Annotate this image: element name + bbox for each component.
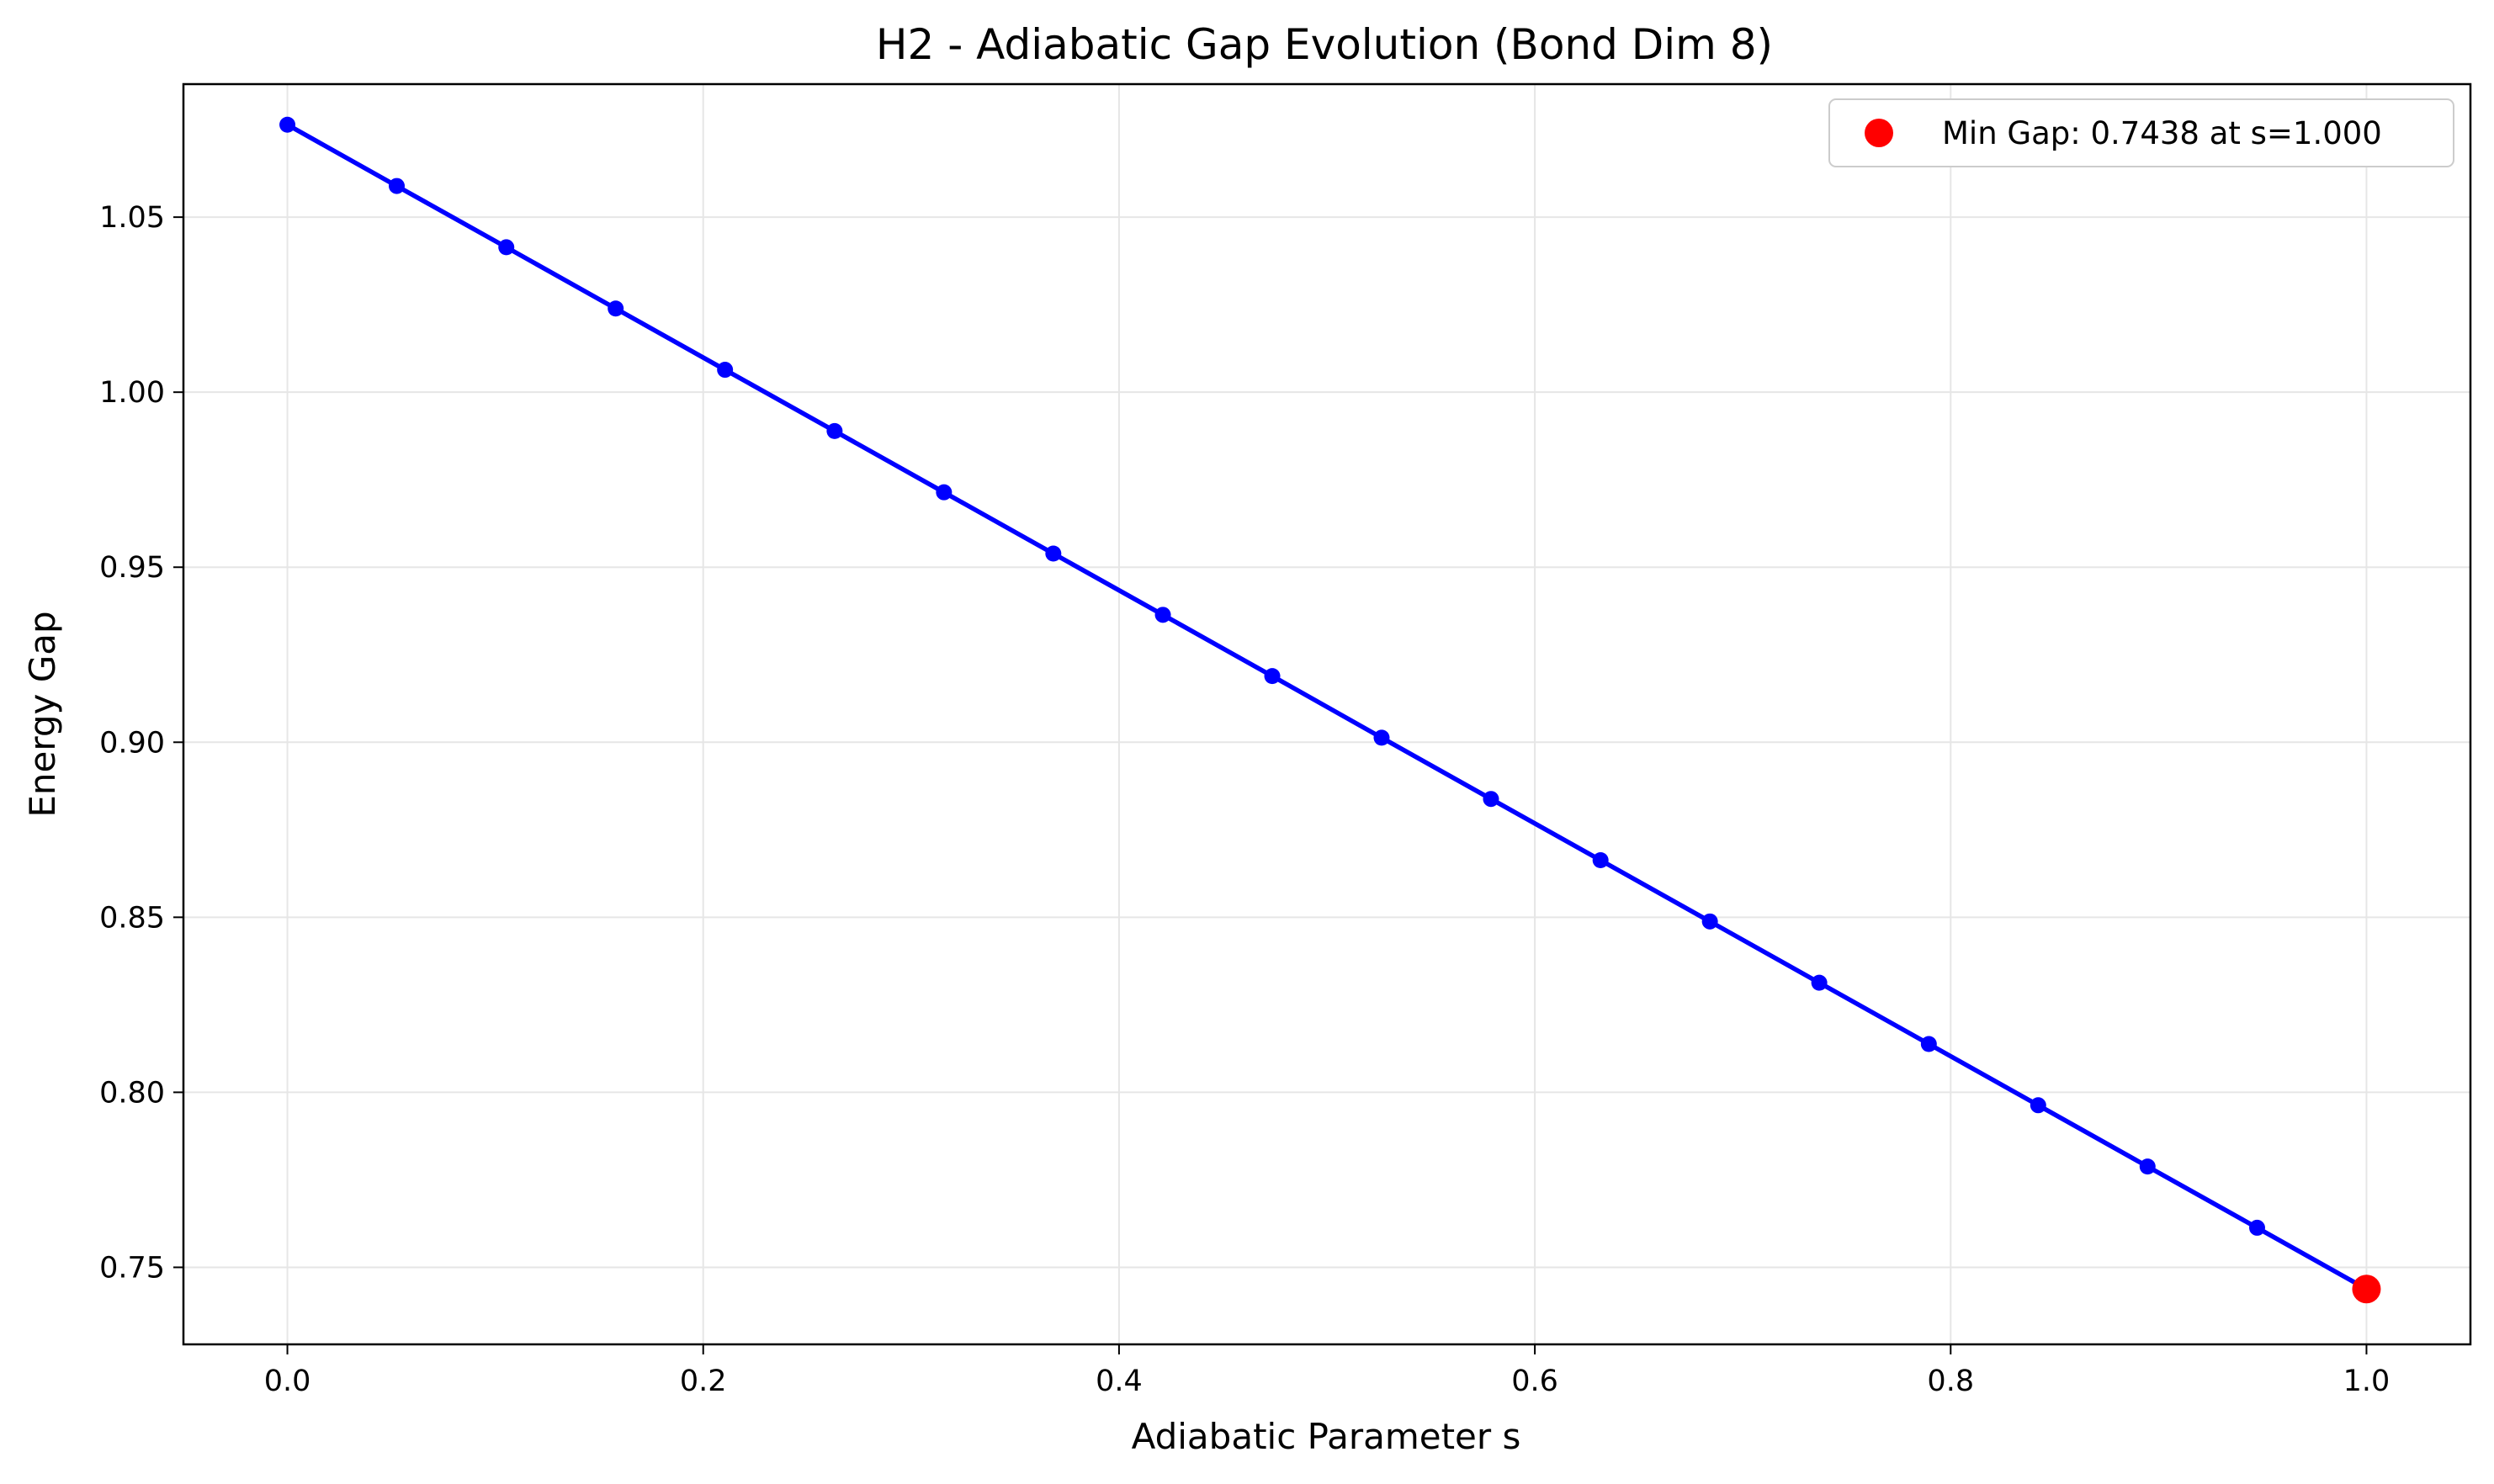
series-line <box>286 122 2368 1291</box>
data-point <box>2248 1219 2265 1236</box>
y-tick-label: 0.85 <box>99 901 165 935</box>
y-axis-label: Energy Gap <box>22 611 63 817</box>
x-tick-label: 0.6 <box>1511 1365 1558 1398</box>
data-point <box>279 116 296 133</box>
y-tick-label: 0.80 <box>99 1076 165 1110</box>
x-axis-ticks: 0.0 0.2 0.4 0.6 0.8 1.0 <box>264 1344 2391 1398</box>
y-tick-label: 0.95 <box>99 551 165 585</box>
legend-marker-min-gap <box>1865 119 1893 147</box>
data-point <box>826 422 843 439</box>
data-point <box>717 362 734 379</box>
y-tick-label: 1.05 <box>99 201 165 235</box>
data-point <box>2139 1158 2156 1175</box>
data-point <box>1045 545 1062 562</box>
y-tick-label: 0.75 <box>99 1251 165 1285</box>
legend-box <box>1828 98 2454 167</box>
data-point <box>1920 1036 1937 1052</box>
x-tick-label: 0.8 <box>1927 1365 1974 1398</box>
data-point <box>1483 791 1499 808</box>
legend-label-min-gap: Min Gap: 0.7438 at s=1.000 <box>1942 115 2382 151</box>
min-gap-marker <box>2352 1275 2381 1304</box>
x-tick-label: 0.4 <box>1096 1365 1143 1398</box>
data-point <box>1264 668 1281 685</box>
data-point <box>1154 607 1171 623</box>
data-point <box>389 178 406 194</box>
data-point <box>1811 974 1828 991</box>
data-point <box>498 239 515 256</box>
x-tick-label: 0.2 <box>680 1365 727 1398</box>
plot-area-frame <box>182 82 2472 1346</box>
y-axis-ticks: 0.75 0.80 0.85 0.90 0.95 1.00 1.05 <box>99 201 183 1285</box>
x-tick-label: 0.0 <box>264 1365 311 1398</box>
x-axis-label: Adiabatic Parameter s <box>1132 1416 1521 1457</box>
legend: Min Gap: 0.7438 at s=1.000 <box>1828 98 2454 167</box>
data-point <box>1701 913 1718 930</box>
data-point <box>1592 852 1609 869</box>
chart-title: H2 - Adiabatic Gap Evolution (Bond Dim 8… <box>876 20 1773 69</box>
x-tick-label: 1.0 <box>2343 1365 2391 1398</box>
data-point <box>2030 1097 2046 1114</box>
y-tick-label: 1.00 <box>99 376 165 410</box>
grid <box>183 84 2470 1344</box>
data-point <box>936 484 952 501</box>
data-point <box>608 300 624 317</box>
data-point <box>1373 729 1390 746</box>
series-layer <box>279 116 2381 1304</box>
y-tick-label: 0.90 <box>99 726 165 760</box>
